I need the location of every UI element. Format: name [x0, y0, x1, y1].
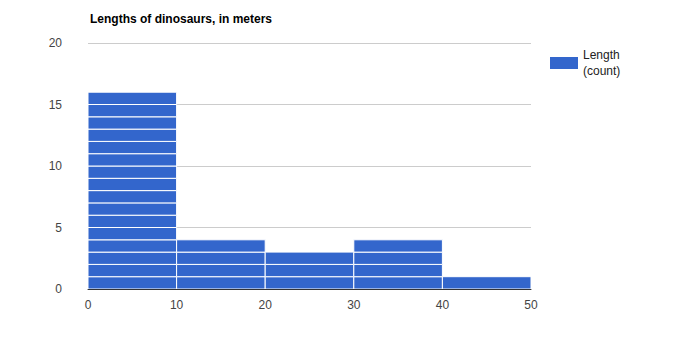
svg-text:10: 10: [170, 298, 184, 312]
svg-text:Length: Length: [583, 48, 623, 62]
svg-text:15: 15: [49, 98, 63, 112]
svg-text:20: 20: [49, 36, 63, 50]
svg-text:40: 40: [436, 298, 450, 312]
svg-text:Lengths of dinosaurs, in meter: Lengths of dinosaurs, in meters: [90, 12, 272, 26]
svg-text:50: 50: [524, 298, 538, 312]
svg-text:20: 20: [259, 298, 273, 312]
svg-text:0: 0: [85, 298, 92, 312]
svg-text:0: 0: [55, 282, 62, 296]
svg-text:30: 30: [347, 298, 361, 312]
svg-text:10: 10: [49, 159, 63, 173]
svg-text:5: 5: [55, 221, 62, 235]
svg-text:(count): (count): [583, 64, 620, 78]
